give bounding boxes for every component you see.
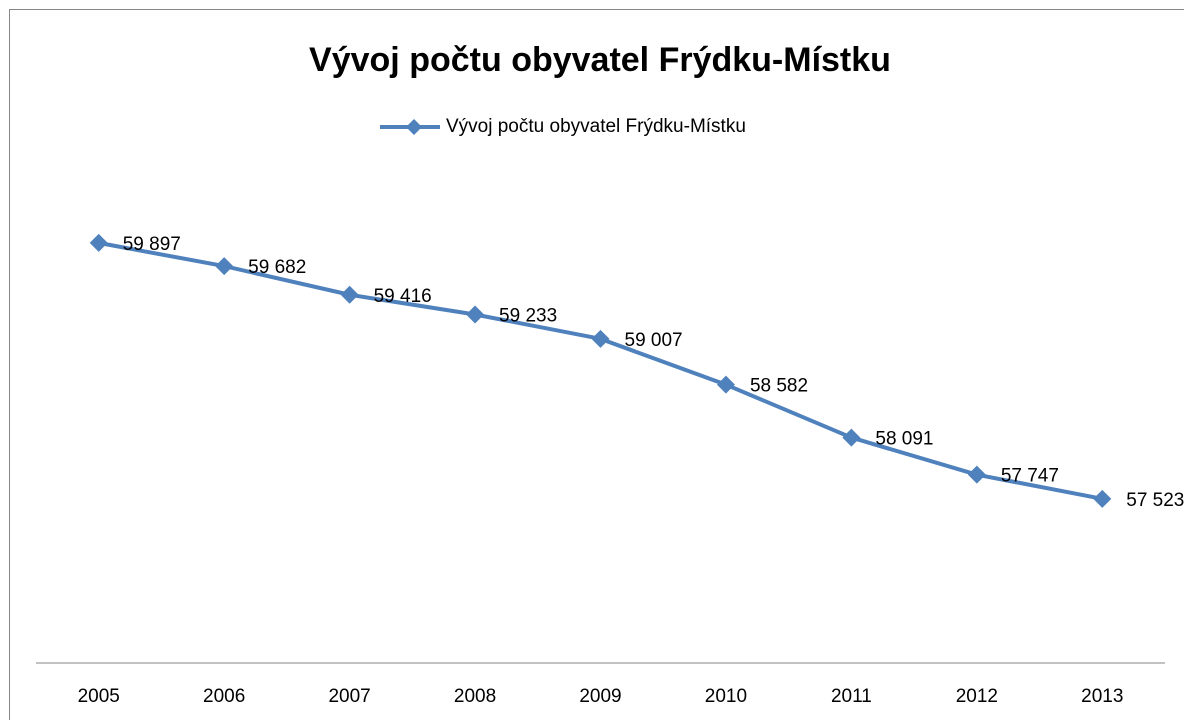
data-label: 59 007 — [625, 330, 683, 351]
data-label: 59 897 — [123, 234, 181, 255]
data-label: 58 582 — [750, 376, 808, 397]
data-point — [1093, 489, 1112, 508]
data-label: 59 682 — [248, 257, 306, 278]
x-tick-label: 2005 — [78, 686, 120, 707]
data-point — [215, 257, 234, 276]
data-point — [466, 305, 485, 324]
x-tick-label: 2007 — [328, 686, 370, 707]
chart-border — [9, 9, 1184, 720]
x-tick-label: 2013 — [1081, 686, 1123, 707]
data-point — [967, 465, 986, 484]
x-tick-label: 2008 — [454, 686, 496, 707]
data-point — [340, 285, 359, 304]
x-tick-label: 2011 — [831, 686, 872, 707]
x-tick-label: 2009 — [579, 686, 621, 707]
chart-title: Vývoj počtu obyvatel Frýdku-Místku — [309, 41, 891, 79]
data-label: 57 523 — [1126, 490, 1184, 511]
data-point — [842, 428, 861, 447]
data-label: 59 416 — [374, 286, 432, 307]
legend-marker — [406, 119, 422, 135]
data-point — [89, 233, 108, 252]
data-point — [591, 329, 610, 348]
x-tick-label: 2010 — [705, 686, 747, 707]
data-label: 58 091 — [875, 429, 933, 450]
x-tick-label: 2012 — [956, 686, 998, 707]
x-tick-label: 2006 — [203, 686, 245, 707]
data-label: 57 747 — [1001, 466, 1059, 487]
legend-label: Vývoj počtu obyvatel Frýdku-Místku — [446, 116, 746, 137]
data-label: 59 233 — [499, 305, 557, 326]
data-point — [716, 375, 735, 394]
